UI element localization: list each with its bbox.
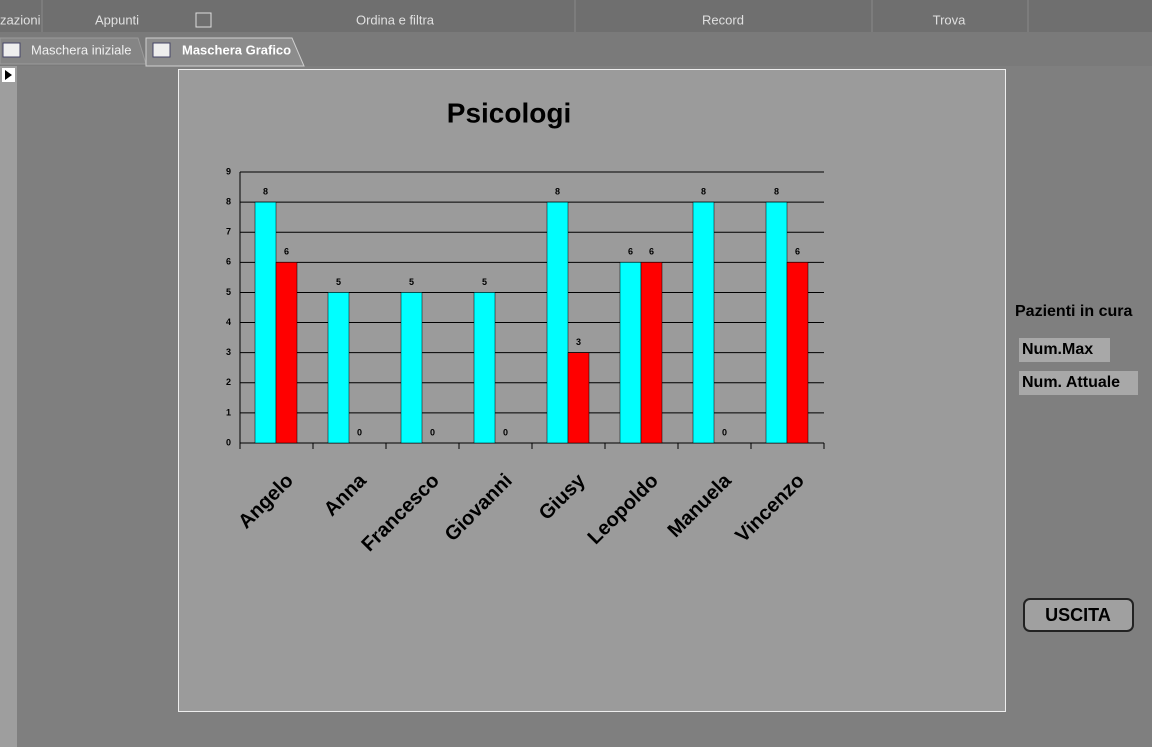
bar <box>619 262 642 444</box>
record-selector <box>0 66 17 747</box>
y-tick-label: 4 <box>226 317 231 327</box>
tab-icon <box>152 42 171 58</box>
bar <box>327 292 350 444</box>
data-label: 6 <box>795 247 800 257</box>
data-label: 0 <box>503 427 508 437</box>
bar <box>765 201 788 444</box>
legend-box <box>1019 371 1138 395</box>
y-tick-label: 5 <box>226 287 231 297</box>
chart-frame <box>178 69 1006 712</box>
legend-entry: Num. Attuale <box>1022 374 1120 391</box>
bar <box>254 201 277 444</box>
data-label: 8 <box>263 186 268 196</box>
ribbon-group-label: zazioni <box>0 12 41 27</box>
tab-label[interactable]: Maschera Grafico <box>182 42 291 57</box>
chart-title: Psicologi <box>447 97 571 128</box>
legend-box <box>1019 338 1110 362</box>
tab-icon <box>2 42 21 58</box>
exit-button-label[interactable]: USCITA <box>1045 605 1111 625</box>
y-tick-label: 7 <box>226 227 231 237</box>
data-label: 0 <box>722 427 727 437</box>
data-label: 6 <box>628 247 633 257</box>
y-tick-label: 0 <box>226 437 231 447</box>
bar <box>786 262 809 444</box>
bar <box>275 262 298 444</box>
data-label: 5 <box>336 277 341 287</box>
ribbon <box>0 0 1152 32</box>
data-label: 8 <box>774 186 779 196</box>
data-label: 6 <box>284 247 289 257</box>
y-tick-label: 1 <box>226 407 231 417</box>
dialog-launcher[interactable] <box>195 12 212 28</box>
legend-title: Pazienti in cura <box>1015 303 1132 320</box>
record-marker <box>5 70 12 80</box>
bar <box>640 262 663 444</box>
data-label: 0 <box>430 427 435 437</box>
data-label: 5 <box>482 277 487 287</box>
bar <box>400 292 423 444</box>
ribbon-group-label: Trova <box>933 12 967 27</box>
y-tick-label: 2 <box>226 377 231 387</box>
data-label: 0 <box>357 427 362 437</box>
data-label: 3 <box>576 337 581 347</box>
y-tick-label: 6 <box>226 257 231 267</box>
exit-button[interactable] <box>1023 598 1134 632</box>
bar <box>567 352 590 444</box>
ribbon-group-label: Appunti <box>95 12 139 27</box>
tab-active[interactable] <box>145 37 305 67</box>
y-tick-label: 9 <box>226 166 231 176</box>
tab-label[interactable]: Maschera iniziale <box>31 42 131 57</box>
data-label: 8 <box>555 186 560 196</box>
data-label: 5 <box>409 277 414 287</box>
legend-entry: Num.Max <box>1022 341 1093 358</box>
bar <box>546 201 569 444</box>
ribbon-group-label: Record <box>702 12 744 27</box>
data-label: 6 <box>649 247 654 257</box>
tab-inactive[interactable] <box>0 37 147 65</box>
y-tick-label: 3 <box>226 347 231 357</box>
bar <box>473 292 496 444</box>
data-label: 8 <box>701 186 706 196</box>
ribbon-group-label: Ordina e filtra <box>356 12 435 27</box>
y-tick-label: 8 <box>226 196 231 206</box>
bar <box>692 201 715 444</box>
